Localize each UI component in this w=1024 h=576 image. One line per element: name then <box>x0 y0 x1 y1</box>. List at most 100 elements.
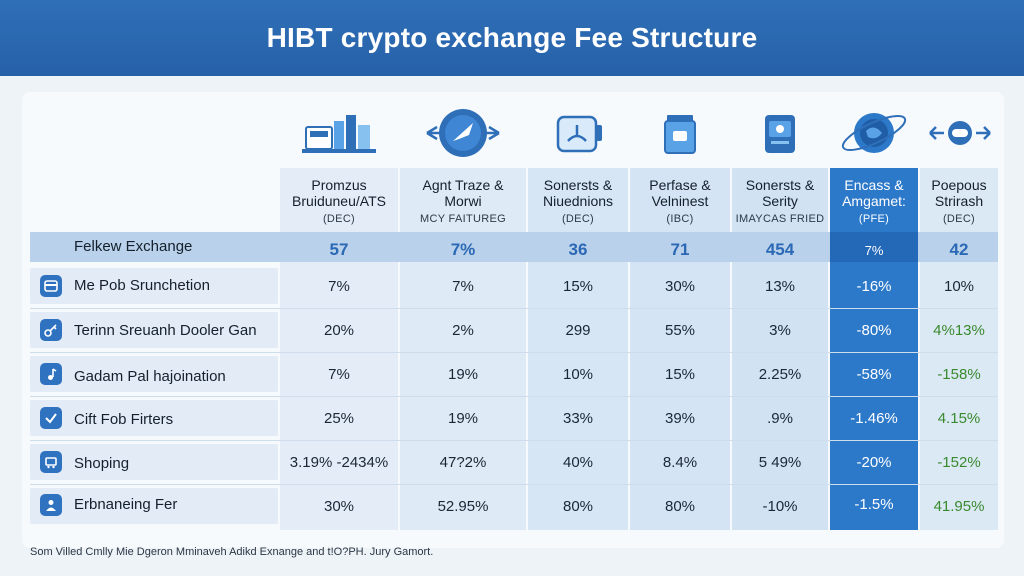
table-cell: 10% <box>562 366 594 383</box>
row-label: Gadam Pal hajoination <box>74 368 226 385</box>
page-title: HIBT crypto exchange Fee Structure <box>266 22 758 53</box>
row-label: Me Pob Srunchetion <box>74 277 210 294</box>
table-row <box>30 444 278 480</box>
row-divider <box>30 352 998 353</box>
table-cell: -152% <box>937 454 981 471</box>
table-cell: 30% <box>664 278 696 295</box>
table-cell: 41.95% <box>933 498 985 515</box>
card-icon <box>730 104 830 162</box>
column-header-line2: Morwi <box>444 193 482 209</box>
table-cell: -20% <box>856 454 892 471</box>
table-cell: .9% <box>767 410 793 427</box>
music-icon <box>40 363 62 385</box>
table-row <box>30 268 278 304</box>
transfer-arrows-icon <box>413 104 513 162</box>
table-cell: 5 49% <box>758 454 802 471</box>
summary-value: 57 <box>329 240 349 259</box>
column-header-line2: Niuednions <box>542 193 614 209</box>
table-cell: -1.5% <box>854 496 894 513</box>
column-header-line1: Sonersts & <box>745 177 815 193</box>
column-header-line2: Strirash <box>934 193 984 209</box>
table-cell: 4.15% <box>937 410 981 427</box>
table-cell: -58% <box>856 366 892 383</box>
column-header-line3: IMAYCAS FRIED <box>735 213 825 225</box>
table-cell: 25% <box>323 410 355 427</box>
wallet-icon <box>528 104 628 162</box>
row-divider <box>30 396 998 397</box>
row-divider <box>30 484 998 485</box>
table-cell: 3% <box>769 322 791 339</box>
column-header-7: Poepous Strirash (DEC) <box>920 172 998 232</box>
table-cell: 40% <box>562 454 594 471</box>
table-cell: -1.46% <box>850 410 898 427</box>
table-cell: 19% <box>447 410 479 427</box>
table-cell: 13% <box>764 278 796 295</box>
table-cell: 2.25% <box>758 366 802 383</box>
table-cell: 7% <box>328 366 350 383</box>
table-cell: 55% <box>664 322 696 339</box>
row-divider <box>30 308 998 309</box>
table-cell: 80% <box>664 498 696 515</box>
column-header-line1: Perfase & <box>649 177 711 193</box>
table-cell: -80% <box>856 322 892 339</box>
summary-value: 42 <box>949 240 969 259</box>
table-cell: 3.19% -2434% <box>289 454 389 471</box>
column-bg-2 <box>400 168 526 530</box>
table-cell: 4%13% <box>933 322 985 339</box>
column-bg-4 <box>630 168 730 530</box>
summary-value: 71 <box>670 240 690 259</box>
summary-band-label: Felkew Exchange <box>74 238 193 255</box>
table-cell: 8.4% <box>662 454 698 471</box>
table-cell: 39% <box>664 410 696 427</box>
table-cell: 15% <box>562 278 594 295</box>
cart-icon <box>40 451 62 473</box>
column-header-line3: (PFE) <box>858 213 890 225</box>
table-cell: 52.95% <box>437 498 489 515</box>
table-cell: -10% <box>762 498 798 515</box>
table-cell: 47?2% <box>439 454 487 471</box>
row-label: Terinn Sreuanh Dooler Gan <box>74 322 257 339</box>
column-header-line3: (DEC) <box>322 213 356 225</box>
table-cell: 15% <box>664 366 696 383</box>
table-row <box>30 356 278 392</box>
column-header-line2: Bruiduneu/ATS <box>292 193 386 209</box>
title-bar: HIBT crypto exchange Fee Structure <box>0 0 1024 76</box>
globe-orbit-icon <box>824 104 924 162</box>
column-header-line1: Agnt Traze & <box>422 177 504 193</box>
person-icon <box>40 494 62 516</box>
table-row <box>30 400 278 436</box>
summary-band-highlight <box>830 232 918 262</box>
column-bg-1 <box>280 168 398 530</box>
column-header-line3: (IBC) <box>666 213 694 225</box>
table-cell: 30% <box>323 498 355 515</box>
exchange-building-icon <box>290 104 390 162</box>
column-header-5: Sonersts & Serity IMAYCAS FRIED <box>732 172 828 232</box>
table-cell: 299 <box>565 322 591 339</box>
row-label: Cift Fob Firters <box>74 411 174 428</box>
summary-value: 454 <box>765 240 795 259</box>
table-cell: 80% <box>562 498 594 515</box>
column-header-line3: (DEC) <box>942 213 976 225</box>
column-header-6: Encass & Amgamet: (PFE) <box>830 172 918 232</box>
check-icon <box>40 407 62 429</box>
column-header-line1: Sonersts & <box>543 177 613 193</box>
column-header-line1: Encass & <box>844 177 904 193</box>
column-header-4: Perfase & Velninest (IBC) <box>630 172 730 232</box>
column-header-2: Agnt Traze & Morwi MCY FAITUREG <box>400 172 526 232</box>
summary-value: 7% <box>450 240 476 259</box>
summary-value: 7% <box>864 243 884 258</box>
row-label: Erbnaneing Fer <box>74 496 178 513</box>
column-header-line2: Amgamet: <box>842 193 906 209</box>
table-cell: -16% <box>856 278 892 295</box>
column-header-line1: Promzus <box>311 177 367 193</box>
jar-icon <box>630 104 730 162</box>
row-label: Shoping <box>74 455 130 472</box>
table-cell: 7% <box>328 278 350 295</box>
footnote: Som Villed Cmlly Mie Dgeron Mminaveh Adi… <box>30 546 434 558</box>
key-icon <box>40 319 62 341</box>
column-bg-6-highlight <box>830 168 918 530</box>
column-header-line3: (DEC) <box>561 213 595 225</box>
table-cell: 10% <box>943 278 975 295</box>
summary-value: 36 <box>568 240 588 259</box>
column-bg-7 <box>920 168 998 530</box>
